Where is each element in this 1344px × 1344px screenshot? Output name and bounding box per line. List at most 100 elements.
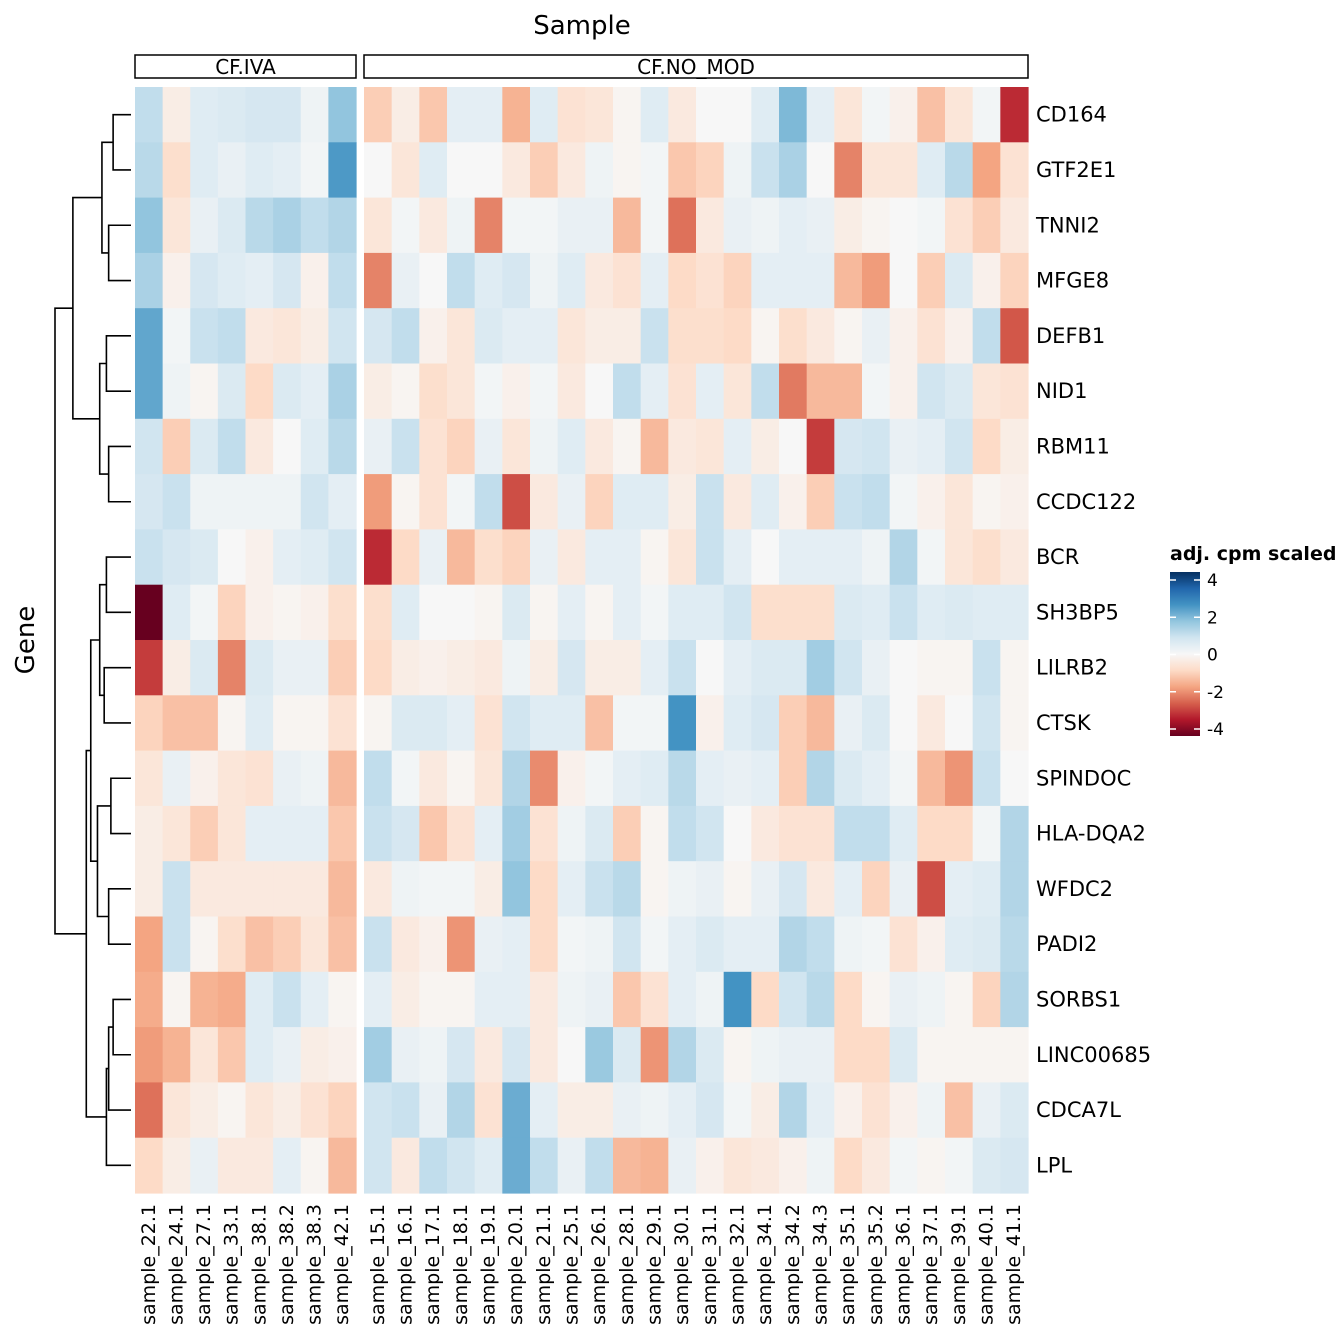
heatmap-cell	[613, 971, 642, 1028]
heatmap-cell	[945, 750, 974, 807]
heatmap-cell	[779, 750, 808, 807]
sample-label: sample_19.1	[478, 1204, 500, 1325]
heatmap-cell	[217, 363, 247, 420]
dendrogram-branch	[105, 1067, 131, 1167]
heatmap-cell	[889, 363, 918, 420]
heatmap-cell	[364, 142, 393, 199]
heatmap-cell	[834, 418, 863, 475]
heatmap-cell	[328, 861, 357, 918]
gene-label: MFGE8	[1036, 269, 1109, 293]
heatmap-cell	[162, 1027, 191, 1083]
heatmap-cell	[557, 695, 586, 752]
heatmap-cell	[751, 252, 780, 309]
heatmap-cell	[217, 529, 247, 586]
heatmap-cell	[162, 363, 191, 420]
heatmap-cell	[862, 1027, 891, 1083]
heatmap-cell	[273, 474, 302, 530]
heatmap-cell	[585, 861, 614, 918]
heatmap-cell	[502, 142, 531, 199]
heatmap-cell	[917, 418, 946, 475]
legend-tick-label: 2	[1207, 608, 1218, 628]
heatmap-cell	[751, 87, 780, 143]
heatmap-cell	[972, 474, 1001, 530]
heatmap-cell	[1000, 529, 1029, 586]
heatmap-cell	[779, 640, 808, 696]
heatmap-cell	[162, 971, 191, 1028]
heatmap-cell	[328, 695, 357, 752]
heatmap-cells	[135, 87, 1029, 1194]
heatmap-cell	[391, 1027, 420, 1083]
heatmap-cell	[696, 916, 725, 973]
heatmap-cell	[364, 1082, 393, 1139]
heatmap-cell	[723, 916, 752, 973]
heatmap-cell	[557, 916, 586, 973]
dendrogram-branch	[98, 583, 107, 697]
heatmap-cell	[668, 861, 697, 918]
heatmap-cell	[585, 640, 614, 696]
sample-label: sample_34.2	[782, 1204, 804, 1325]
heatmap-cell	[751, 695, 780, 752]
heatmap-cell	[162, 640, 191, 696]
heatmap-cell	[1000, 363, 1029, 420]
heatmap-cell	[613, 529, 642, 586]
heatmap-cell	[135, 1137, 164, 1194]
sample-label: sample_37.1	[920, 1204, 942, 1325]
heatmap-cell	[889, 1082, 918, 1139]
heatmap-cell	[696, 418, 725, 475]
heatmap-cell	[217, 1027, 247, 1083]
sample-label: sample_20.1	[505, 1204, 527, 1325]
dendrogram-branch	[101, 141, 114, 254]
heatmap-cell	[502, 1137, 531, 1194]
heatmap-cell	[391, 805, 420, 862]
heatmap-cell	[273, 197, 302, 254]
heatmap-cell	[530, 640, 559, 696]
heatmap-cell	[530, 695, 559, 752]
heatmap-cell	[300, 308, 329, 365]
heatmap-cell	[530, 916, 559, 973]
heatmap-cell	[1000, 971, 1029, 1028]
heatmap-cell	[696, 308, 725, 365]
heatmap-cell	[613, 916, 642, 973]
heatmap-cell	[613, 1027, 642, 1083]
heatmap-cell	[135, 142, 164, 199]
heatmap-cell	[779, 474, 808, 530]
heatmap-cell	[447, 142, 476, 199]
heatmap-cell	[889, 916, 918, 973]
heatmap-cell	[557, 640, 586, 696]
heatmap-cell	[328, 252, 357, 309]
heatmap-cell	[217, 1082, 247, 1139]
heatmap-cell	[613, 363, 642, 420]
heatmap-cell	[751, 750, 780, 807]
heatmap-cell	[162, 1082, 191, 1139]
heatmap-cell	[474, 805, 503, 862]
heatmap-cell	[300, 916, 329, 973]
heatmap-cell	[917, 529, 946, 586]
heatmap-cell	[972, 805, 1001, 862]
heatmap-cell	[391, 529, 420, 586]
heatmap-cell	[585, 142, 614, 199]
heatmap-cell	[162, 529, 191, 586]
heatmap-cell	[328, 418, 357, 475]
heatmap-cell	[190, 363, 219, 420]
gene-label: LPL	[1036, 1153, 1072, 1177]
heatmap-cell	[273, 640, 302, 696]
heatmap-cell	[217, 418, 247, 475]
heatmap-cell	[917, 861, 946, 918]
dendrogram-branch	[89, 639, 100, 862]
heatmap-cell	[613, 1137, 642, 1194]
heatmap-cell	[502, 971, 531, 1028]
heatmap-cell	[945, 363, 974, 420]
heatmap-cell	[245, 805, 274, 862]
heatmap-cell	[889, 584, 918, 641]
heatmap-cell	[162, 418, 191, 475]
heatmap-cell	[972, 1027, 1001, 1083]
sample-label: sample_29.1	[644, 1204, 666, 1325]
heatmap-cell	[190, 695, 219, 752]
heatmap-cell	[972, 861, 1001, 918]
heatmap-cell	[862, 197, 891, 254]
heatmap-cell	[328, 474, 357, 530]
heatmap-cell	[585, 197, 614, 254]
heatmap-cell	[972, 640, 1001, 696]
heatmap-cell	[135, 695, 164, 752]
heatmap-cell	[862, 750, 891, 807]
